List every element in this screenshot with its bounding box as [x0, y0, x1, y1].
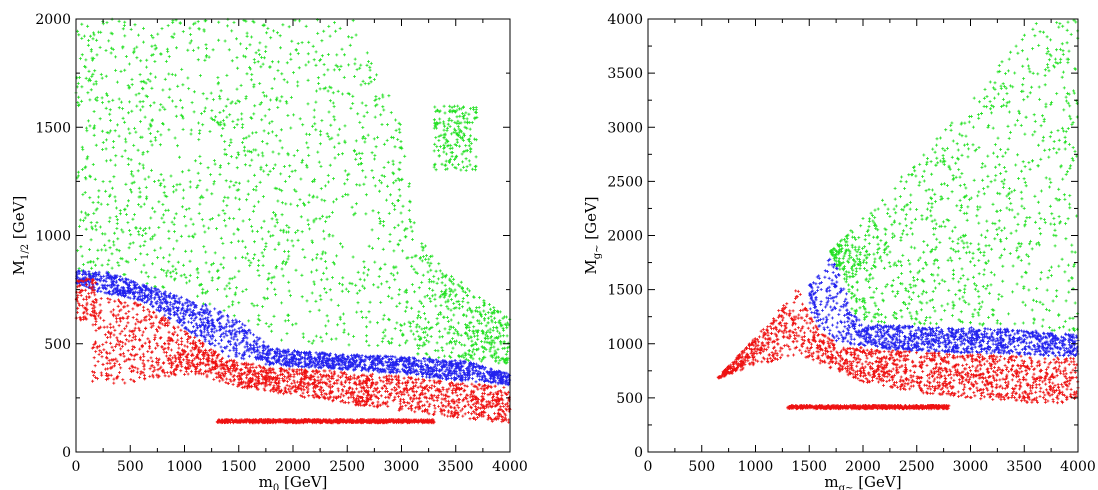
scatter-points-left [74, 17, 512, 425]
scatter-series-left-0 [74, 17, 512, 365]
x-axis-label-left: m0 [GeV] [259, 473, 328, 490]
x-tick-label-right-2: 1000 [738, 459, 774, 475]
y-tick-label-left-2: 1000 [35, 229, 71, 245]
y-axis-label-right-sub: g~ [592, 245, 603, 260]
x-tick-label-right-8: 4000 [1060, 459, 1096, 475]
y-axis-label-left-sub: 1/2 [20, 244, 31, 260]
scatter-series-right-2 [716, 289, 1080, 411]
y-tick-label-right-3: 1500 [607, 283, 643, 299]
x-axis-label-left-unit: [GeV] [279, 473, 327, 490]
scatter-series-right-0 [829, 18, 1080, 333]
scatter-points-right [716, 18, 1080, 411]
x-axis-label-left-sub: 0 [273, 483, 279, 490]
y-tick-label-right-6: 3000 [607, 120, 643, 136]
x-axis-label-right-sub: g~ [839, 483, 854, 490]
y-tick-label-left-0: 0 [62, 445, 71, 461]
x-tick-label-right-5: 2500 [899, 459, 935, 475]
x-tick-label-right-6: 3000 [953, 459, 989, 475]
x-tick-label-left-0: 0 [72, 459, 81, 475]
y-axis-label-right-unit: [GeV] [582, 196, 600, 244]
y-axis-label-right: Mg~ [GeV] [582, 196, 603, 274]
x-axis-label-left-main: m [259, 473, 273, 490]
x-tick-label-left-2: 1000 [167, 459, 203, 475]
y-tick-label-right-5: 2500 [607, 174, 643, 190]
x-tick-label-left-7: 3500 [438, 459, 474, 475]
y-tick-label-right-4: 2000 [607, 229, 643, 245]
plot-frame-right [647, 18, 1079, 453]
scatter-series-right-1 [807, 257, 1080, 358]
y-tick-label-left-3: 1500 [35, 120, 71, 136]
x-axis-label-right-unit: [GeV] [853, 473, 901, 490]
y-axis-right: 0 500 1000 1500 2000 2500 3000 3500 4000 [607, 12, 1078, 461]
x-tick-label-left-3: 1500 [221, 459, 257, 475]
x-tick-label-right-0: 0 [644, 459, 653, 475]
x-axis-label-right-main: m [824, 473, 838, 490]
x-tick-label-left-4: 2000 [275, 459, 311, 475]
x-tick-label-left-5: 2500 [329, 459, 365, 475]
x-tick-label-right-1: 500 [688, 459, 715, 475]
y-tick-label-right-2: 1000 [607, 337, 643, 353]
y-tick-label-right-7: 3500 [607, 66, 643, 82]
y-axis-label-left-unit: [GeV] [10, 196, 28, 244]
y-axis-label-left: M1/2 [GeV] [10, 196, 31, 276]
y-tick-label-right-8: 4000 [607, 12, 643, 28]
y-tick-label-right-0: 0 [634, 445, 643, 461]
x-tick-label-right-3: 1500 [791, 459, 827, 475]
scatter-series-left-2 [74, 277, 512, 425]
x-tick-label-left-1: 500 [117, 459, 144, 475]
x-axis-right: 0 500 1000 1500 2000 2500 3000 3500 4000 [644, 19, 1096, 475]
y-tick-label-left-1: 500 [44, 337, 71, 353]
x-tick-label-left-6: 3000 [384, 459, 420, 475]
chart-right: 0 500 1000 1500 2000 2500 3000 3500 4000 0 500 100… [582, 12, 1096, 490]
x-axis-label-right: mg~ [GeV] [824, 473, 901, 490]
y-tick-label-left-4: 2000 [35, 12, 71, 28]
x-axis-left: 0 500 1000 1500 2000 2500 3000 3500 4000 [72, 19, 528, 475]
x-tick-label-right-4: 2000 [845, 459, 881, 475]
y-tick-label-right-1: 500 [616, 391, 643, 407]
y-axis-label-left-main: M [10, 260, 28, 275]
x-tick-label-right-7: 3500 [1006, 459, 1042, 475]
chart-left: 0 500 1000 1500 2000 2500 3000 3500 4000 0 500 100… [10, 12, 528, 490]
scatter-series-left-1 [75, 269, 512, 387]
x-tick-label-left-8: 4000 [492, 459, 528, 475]
y-axis-label-right-main: M [582, 259, 600, 274]
y-axis-left: 0 500 1000 1500 2000 [35, 12, 510, 461]
